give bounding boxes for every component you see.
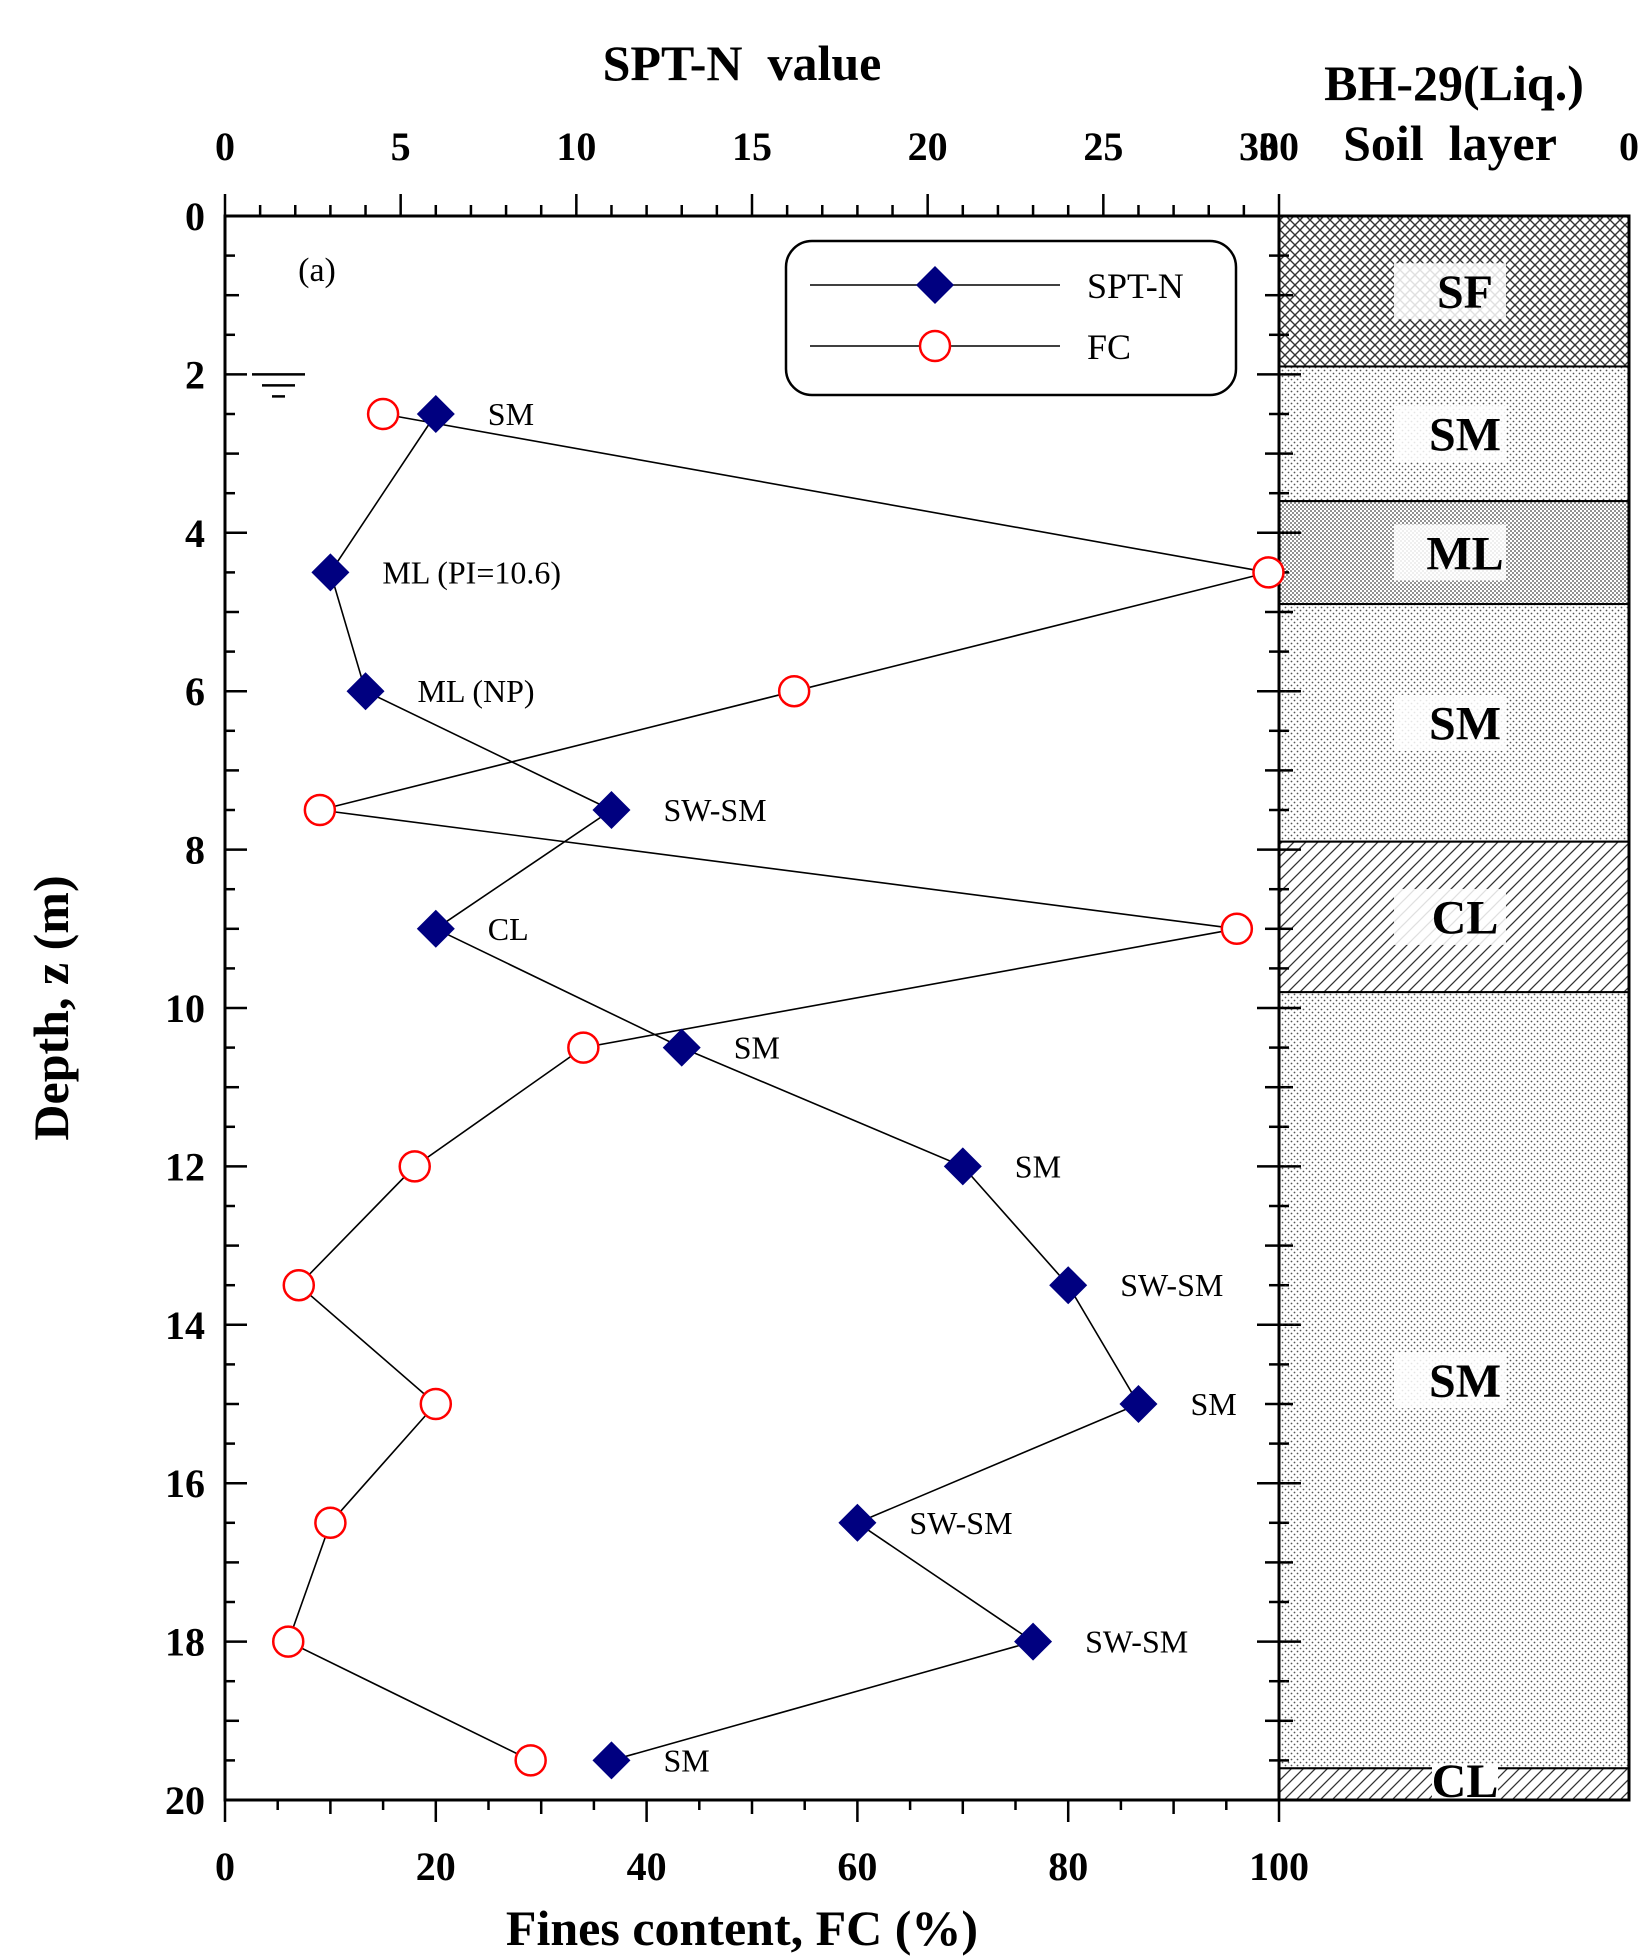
legend-spt-marker (916, 266, 954, 304)
soil-layer-label: ML (1426, 527, 1503, 580)
top-tick-label: 20 (908, 124, 948, 169)
fc-point (514, 1744, 547, 1777)
fc-point (419, 1387, 453, 1421)
spt-point (311, 553, 350, 592)
fc-point (398, 1150, 431, 1183)
y-tick-label: 14 (165, 1303, 205, 1348)
soil-class-label: ML (NP) (418, 673, 535, 709)
y-tick-label: 2 (185, 352, 205, 397)
soil-layer-label: SM (1429, 698, 1501, 751)
soil-class-label: CL (488, 911, 529, 947)
borehole-title: BH-29(Liq.) (1324, 55, 1584, 111)
soil-layer-subtitle: Soil layer (1343, 115, 1557, 171)
y-tick-label: 20 (165, 1778, 205, 1823)
panel-label: (a) (298, 252, 336, 289)
legend: SPT-N FC (784, 239, 1238, 397)
soil-layer-label-bg (1432, 1764, 1498, 1805)
bottom-tick-label: 60 (837, 1844, 877, 1889)
soil-layer-label-bg (1394, 405, 1506, 462)
bottom-tick-label: 80 (1048, 1844, 1088, 1889)
water-table-icon (252, 373, 305, 398)
fc-point (1220, 912, 1254, 946)
soil-class-label: SM (488, 396, 534, 432)
soil-column-right-tick: 0 (1619, 124, 1639, 169)
y-tick-label: 6 (185, 669, 205, 714)
y-tick-label: 12 (165, 1144, 205, 1189)
spt-point (838, 1503, 877, 1542)
soil-layer-label: CL (1432, 892, 1499, 945)
soil-class-label: SW-SM (1085, 1624, 1188, 1660)
top-axis-title: SPT-N value (603, 35, 882, 91)
soil-layer-label: SF (1437, 266, 1493, 319)
soil-class-label: SW-SM (1120, 1267, 1223, 1303)
spt-series-line (329, 413, 1140, 1762)
soil-layer-label-bg (1394, 888, 1506, 945)
soil-class-label: SM (1015, 1148, 1061, 1184)
spt-point (662, 1028, 701, 1067)
soil-class-label: SM (663, 1742, 709, 1778)
spt-point (416, 395, 455, 433)
spt-point (416, 909, 455, 948)
top-tick-label: 30 (1239, 124, 1279, 169)
soil-layer-label: SM (1429, 1355, 1501, 1408)
soil-layer-label-bg (1394, 1352, 1506, 1409)
soil-layer-label-bg (1394, 263, 1506, 320)
fc-point (777, 674, 811, 708)
top-tick-label: 10 (556, 124, 596, 169)
y-tick-label: 0 (185, 194, 205, 239)
fc-point (271, 1625, 305, 1658)
top-tick-label: 25 (1083, 124, 1123, 169)
y-tick-label: 4 (185, 511, 205, 556)
bottom-tick-label: 0 (215, 1844, 235, 1889)
soil-layer-label-bg (1394, 694, 1506, 751)
top-tick-label: 0 (215, 124, 235, 169)
y-tick-label: 10 (165, 986, 205, 1031)
fc-point (1252, 556, 1285, 589)
soil-class-label: SW-SM (909, 1505, 1012, 1541)
soil-class-label: ML (PI=10.6) (382, 554, 561, 590)
bottom-tick-label: 40 (627, 1844, 667, 1889)
spt-point (346, 672, 385, 711)
fc-point (567, 1031, 600, 1064)
plot-frame (223, 214, 1281, 1802)
y-tick-label: 8 (185, 828, 205, 873)
bottom-tick-label: 20 (416, 1844, 456, 1889)
soil-class-label: SM (734, 1030, 780, 1066)
legend-box (784, 239, 1238, 397)
fc-point (314, 1506, 347, 1540)
fc-point (366, 397, 400, 431)
bottom-axis-title: Fines content, FC (%) (506, 1900, 978, 1956)
legend-spt-label: SPT-N (1087, 266, 1184, 306)
legend-fc-marker (918, 329, 952, 363)
spt-point (1049, 1266, 1088, 1305)
soil-column-left-tick: 30 (1259, 124, 1299, 169)
bottom-tick-label: 100 (1249, 1844, 1309, 1889)
soil-class-label: SM (1190, 1386, 1236, 1422)
spt-point (1014, 1622, 1053, 1661)
fc-point (282, 1268, 316, 1302)
spt-point (1119, 1385, 1158, 1423)
y-tick-label: 18 (165, 1620, 205, 1665)
soil-class-label: SW-SM (663, 792, 766, 828)
top-tick-label: 5 (391, 124, 411, 169)
spt-point (943, 1147, 982, 1186)
legend-fc-label: FC (1087, 327, 1131, 367)
spt-point (592, 791, 631, 829)
fc-point (303, 793, 337, 827)
series-layer: SM ML (PI=10.6) ML (NP) SW-SM CL SM SM SW-SM SM S… (271, 395, 1285, 1780)
top-tick-label: 15 (732, 124, 772, 169)
fc-series-line (287, 413, 1269, 1762)
soil-layer-label: SM (1429, 409, 1501, 462)
y-axis-title: Depth, z (m) (23, 875, 79, 1140)
soil-layer-label-bg (1394, 524, 1506, 581)
y-tick-label: 16 (165, 1461, 205, 1506)
spt-point (592, 1741, 631, 1780)
